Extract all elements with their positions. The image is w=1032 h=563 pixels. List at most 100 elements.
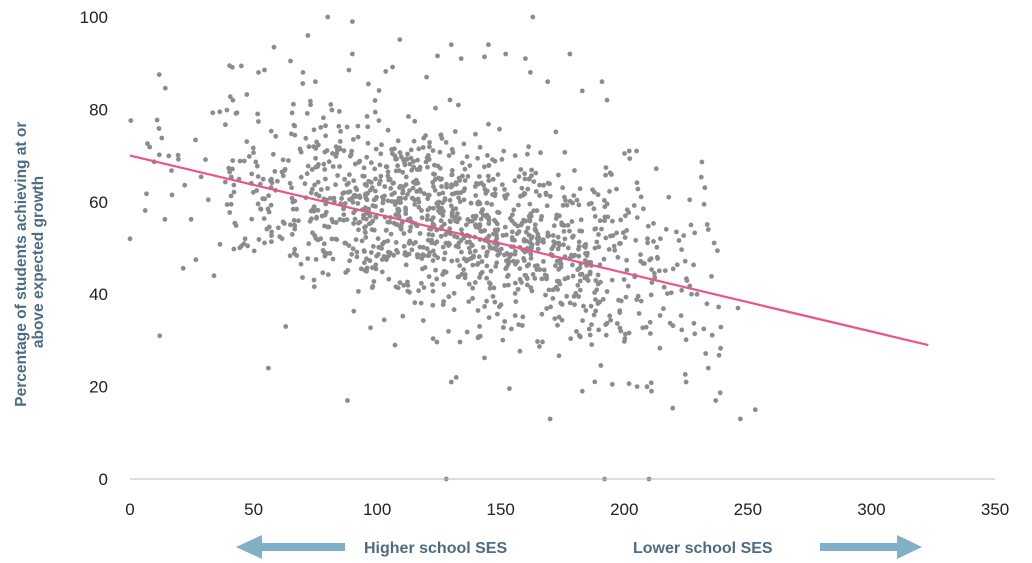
data-point xyxy=(292,226,298,232)
data-point xyxy=(570,262,575,268)
data-point xyxy=(553,129,559,135)
data-point xyxy=(682,258,688,264)
data-point xyxy=(634,180,640,186)
data-point xyxy=(694,291,700,297)
data-point xyxy=(507,216,513,221)
data-point xyxy=(444,181,449,187)
data-point xyxy=(434,239,440,245)
data-point xyxy=(556,353,562,359)
data-point xyxy=(703,351,709,356)
data-point xyxy=(300,70,306,75)
data-point xyxy=(464,154,470,160)
data-point xyxy=(322,167,328,172)
data-point xyxy=(579,388,585,394)
data-point xyxy=(545,230,551,236)
data-point xyxy=(373,188,378,194)
data-point xyxy=(385,198,391,204)
data-point xyxy=(356,220,361,226)
data-point xyxy=(268,202,274,208)
data-point xyxy=(477,222,483,227)
data-point xyxy=(430,336,436,342)
data-point xyxy=(315,142,321,148)
data-point xyxy=(450,210,455,215)
data-point xyxy=(433,105,438,111)
data-point xyxy=(345,268,351,273)
data-point xyxy=(156,126,162,131)
data-point xyxy=(518,193,523,199)
data-point xyxy=(296,218,301,224)
data-point xyxy=(487,285,493,291)
data-point xyxy=(253,159,259,165)
data-point xyxy=(370,265,375,271)
data-point xyxy=(313,164,319,170)
data-point xyxy=(156,72,162,77)
data-point xyxy=(647,319,653,325)
data-point xyxy=(521,190,527,196)
data-point xyxy=(519,185,525,191)
data-point xyxy=(577,186,583,192)
data-point xyxy=(419,215,425,221)
data-point xyxy=(704,222,710,227)
data-point xyxy=(595,272,601,278)
data-point xyxy=(417,231,423,236)
data-point xyxy=(359,238,365,244)
data-point xyxy=(539,276,545,282)
data-point xyxy=(271,44,277,50)
data-point xyxy=(341,206,346,212)
data-point xyxy=(511,207,517,213)
data-point xyxy=(593,226,599,232)
data-point xyxy=(645,240,650,246)
data-point xyxy=(443,140,449,145)
data-point xyxy=(658,236,663,242)
data-point xyxy=(486,162,492,168)
data-point xyxy=(239,63,244,69)
data-point xyxy=(556,240,562,246)
data-point xyxy=(308,102,313,108)
data-point xyxy=(430,221,436,227)
data-point xyxy=(427,140,432,145)
data-point xyxy=(641,206,646,212)
data-point xyxy=(683,379,689,385)
data-point xyxy=(448,379,454,385)
data-point xyxy=(581,303,586,309)
data-point xyxy=(304,171,310,177)
data-point xyxy=(564,293,570,299)
data-point xyxy=(309,167,315,172)
data-point xyxy=(403,174,409,180)
data-point xyxy=(623,294,629,300)
data-point xyxy=(525,151,530,157)
left-arrow-icon xyxy=(236,535,345,559)
data-point xyxy=(345,398,350,403)
data-point xyxy=(420,318,426,323)
data-point xyxy=(255,111,260,117)
data-point xyxy=(567,228,572,234)
data-point xyxy=(512,237,517,243)
data-point xyxy=(715,248,720,254)
data-point xyxy=(591,206,597,212)
data-point xyxy=(504,192,510,198)
data-point xyxy=(128,118,134,123)
data-point xyxy=(482,164,487,170)
data-point xyxy=(674,229,679,235)
data-point xyxy=(461,235,467,241)
data-point xyxy=(364,197,370,203)
data-point xyxy=(513,261,518,267)
data-point xyxy=(527,240,533,245)
data-point xyxy=(670,266,676,272)
data-point xyxy=(500,337,506,343)
data-point xyxy=(579,88,585,94)
data-point xyxy=(649,280,655,285)
data-point xyxy=(587,271,593,277)
data-point xyxy=(203,157,208,163)
data-point xyxy=(472,248,478,254)
data-point xyxy=(362,225,367,231)
data-point xyxy=(530,14,536,20)
data-point xyxy=(437,165,443,171)
data-point xyxy=(679,287,685,293)
data-point xyxy=(683,337,689,343)
data-point xyxy=(504,258,509,264)
data-point xyxy=(264,226,270,232)
data-point xyxy=(617,325,623,331)
data-point xyxy=(480,245,486,250)
data-point xyxy=(350,199,356,205)
